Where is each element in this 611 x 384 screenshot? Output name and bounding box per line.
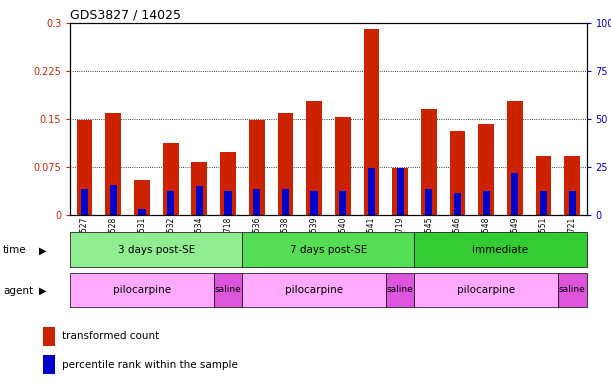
Bar: [310, 191, 318, 215]
Bar: [214, 273, 243, 307]
Bar: [110, 185, 117, 215]
Bar: [243, 273, 386, 307]
Text: immediate: immediate: [472, 245, 529, 255]
Text: ▶: ▶: [38, 245, 46, 255]
Bar: [106, 113, 121, 215]
Bar: [306, 101, 322, 215]
Bar: [138, 209, 145, 215]
Bar: [43, 326, 55, 346]
Bar: [77, 120, 92, 215]
Bar: [536, 156, 551, 215]
Bar: [163, 143, 178, 215]
Bar: [511, 174, 519, 215]
Bar: [249, 120, 265, 215]
Bar: [253, 189, 260, 215]
Bar: [414, 273, 558, 307]
Bar: [70, 273, 214, 307]
Bar: [196, 186, 203, 215]
Bar: [43, 355, 55, 374]
Bar: [243, 232, 414, 267]
Bar: [450, 131, 466, 215]
Text: saline: saline: [559, 285, 585, 295]
Text: time: time: [3, 245, 27, 255]
Bar: [134, 180, 150, 215]
Bar: [224, 191, 232, 215]
Bar: [414, 232, 587, 267]
Bar: [483, 191, 490, 215]
Bar: [558, 273, 587, 307]
Bar: [364, 30, 379, 215]
Bar: [397, 168, 404, 215]
Bar: [421, 109, 437, 215]
Bar: [81, 189, 88, 215]
Text: agent: agent: [3, 286, 33, 296]
Bar: [386, 273, 414, 307]
Text: pilocarpine: pilocarpine: [113, 285, 171, 295]
Text: pilocarpine: pilocarpine: [457, 285, 515, 295]
Bar: [507, 101, 523, 215]
Text: ▶: ▶: [38, 286, 46, 296]
Text: transformed count: transformed count: [62, 331, 159, 341]
Text: GDS3827 / 14025: GDS3827 / 14025: [70, 9, 181, 22]
Bar: [167, 191, 174, 215]
Bar: [569, 191, 576, 215]
Text: pilocarpine: pilocarpine: [285, 285, 343, 295]
Bar: [220, 152, 236, 215]
Bar: [368, 168, 375, 215]
Text: saline: saline: [387, 285, 414, 295]
Text: saline: saline: [214, 285, 241, 295]
Bar: [392, 168, 408, 215]
Bar: [191, 162, 207, 215]
Text: 7 days post-SE: 7 days post-SE: [290, 245, 367, 255]
Bar: [425, 189, 433, 215]
Bar: [277, 113, 293, 215]
Bar: [282, 189, 289, 215]
Bar: [565, 156, 580, 215]
Bar: [478, 124, 494, 215]
Bar: [339, 191, 346, 215]
Bar: [335, 117, 351, 215]
Bar: [540, 191, 547, 215]
Text: 3 days post-SE: 3 days post-SE: [118, 245, 195, 255]
Bar: [454, 193, 461, 215]
Bar: [70, 232, 243, 267]
Text: percentile rank within the sample: percentile rank within the sample: [62, 360, 238, 370]
